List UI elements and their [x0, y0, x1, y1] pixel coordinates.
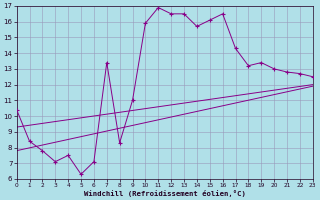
X-axis label: Windchill (Refroidissement éolien,°C): Windchill (Refroidissement éolien,°C) — [84, 190, 246, 197]
